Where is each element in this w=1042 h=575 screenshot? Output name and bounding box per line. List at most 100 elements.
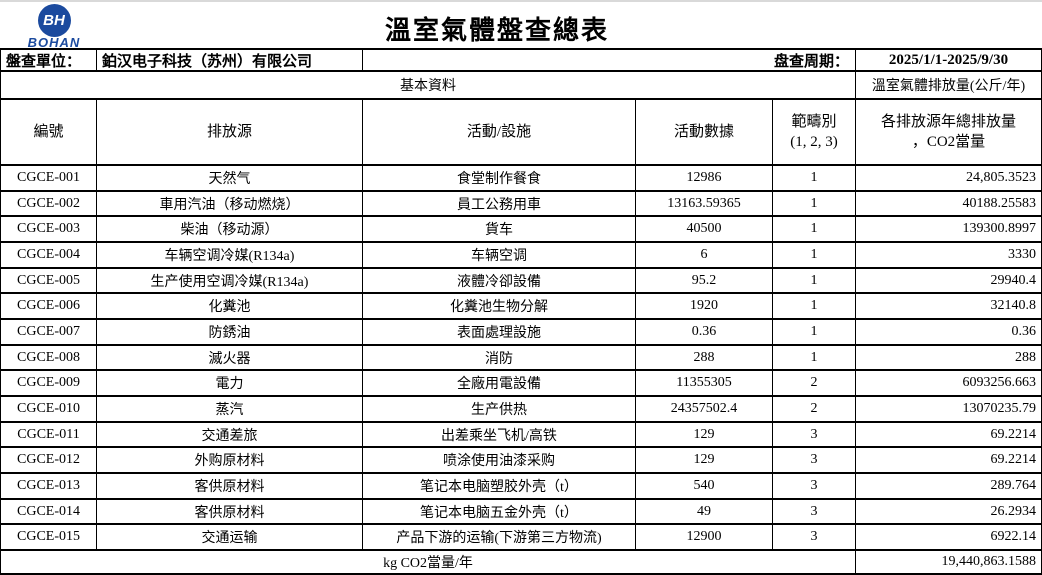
cell-scope: 2 (773, 371, 856, 396)
cell-total-emission: 6093256.663 (962, 375, 1037, 391)
cell-activity: 貨车 (363, 217, 636, 242)
cell-scope: 1 (773, 243, 856, 267)
cell-activity: 笔记本电脑塑胶外壳（t） (363, 474, 636, 498)
section-row: 基本資料 溫室氣體排放量(公斤/年) (1, 72, 1041, 100)
cell-scope: 1 (773, 217, 856, 242)
company-logo: BH BOHAN (14, 4, 94, 50)
cell-emission-source: 客供原材料 (97, 499, 363, 524)
cell-emission-source: 交通差旅 (97, 422, 363, 447)
cell-total-emission: 24,805.3523 (966, 169, 1036, 185)
cell-scope: 3 (773, 422, 856, 447)
col-header-total-line2: ，CO2當量 (911, 134, 986, 150)
cell-id: CGCE-006 (1, 294, 97, 319)
footer-unit-label: kg CO2當量/年 (1, 551, 856, 573)
inventory-table: 盤查單位： 鉑汉电子科技（苏州）有限公司 盘查周期： 2025/1/1-2025… (0, 48, 1042, 575)
col-header-scope: 範疇別 (1, 2, 3) (773, 100, 856, 164)
cell-activity: 产品下游的运输(下游第三方物流) (363, 525, 636, 550)
cell-activity-data: 1920 (636, 294, 773, 319)
cell-activity: 喷涂使用油漆采购 (363, 448, 636, 473)
cell-activity: 表面處理設施 (363, 320, 636, 344)
col-header-total-line1: 各排放源年總排放量 (880, 113, 1016, 130)
cell-activity: 笔记本电脑五金外壳（t） (363, 499, 636, 524)
table-row: CGCE-003 柴油（移动源） 貨车 40500 1 139300.8997 (1, 217, 1041, 244)
cell-total-emission: 40188.25583 (962, 195, 1037, 211)
period-value: 2025/1/1-2025/9/30 (888, 51, 1009, 68)
table-row: CGCE-001 天然气 食堂制作餐食 12986 1 24,805.3523 (1, 166, 1041, 192)
cell-activity: 液體冷卻設備 (363, 268, 636, 293)
unit-value: 鉑汉电子科技（苏州）有限公司 (97, 50, 363, 70)
cell-activity-data: 49 (636, 499, 773, 524)
cell-emission-source: 客供原材料 (97, 474, 363, 498)
table-row: CGCE-011 交通差旅 出差乘坐飞机/高铁 129 3 69.2214 (1, 422, 1041, 449)
cell-activity-data: 129 (636, 448, 773, 473)
cell-total-emission: 32140.8 (990, 298, 1037, 314)
table-row: CGCE-015 交通运输 产品下游的运输(下游第三方物流) 12900 3 6… (1, 525, 1041, 552)
cell-emission-source: 電力 (97, 371, 363, 396)
page-title: 溫室氣體盤查總表 (384, 16, 609, 45)
cell-scope: 1 (773, 320, 856, 344)
col-header-scope-line1: 範疇別 (791, 113, 837, 130)
table-row: CGCE-004 车辆空调冷媒(R134a) 车辆空调 6 1 3330 (1, 243, 1041, 269)
cell-activity-data: 12986 (636, 166, 773, 190)
cell-id: CGCE-012 (1, 448, 97, 473)
cell-total-emission: 29940.4 (990, 272, 1037, 288)
col-header-scope-line2: (1, 2, 3) (790, 134, 838, 150)
table-row: CGCE-009 電力 全廠用電設備 11355305 2 6093256.66… (1, 371, 1041, 398)
cell-total-emission: 69.2214 (990, 452, 1037, 468)
cell-activity-data: 6 (636, 243, 773, 267)
cell-scope: 1 (773, 345, 856, 370)
cell-emission-source: 化糞池 (97, 294, 363, 319)
table-row: CGCE-005 生产使用空调冷媒(R134a) 液體冷卻設備 95.2 1 2… (1, 268, 1041, 295)
cell-activity: 消防 (363, 345, 636, 370)
cell-activity: 车辆空调 (363, 243, 636, 267)
cell-id: CGCE-008 (1, 345, 97, 370)
top-divider (0, 0, 1042, 2)
table-row: CGCE-007 防銹油 表面處理設施 0.36 1 0.36 (1, 320, 1041, 346)
table-row: CGCE-002 車用汽油（移动燃烧） 員工公務用車 13163.59365 1… (1, 191, 1041, 218)
cell-activity-data: 13163.59365 (636, 191, 773, 216)
table-row: CGCE-014 客供原材料 笔记本电脑五金外壳（t） 49 3 26.2934 (1, 499, 1041, 526)
cell-total-emission: 6922.14 (990, 529, 1037, 545)
cell-activity: 出差乘坐飞机/高铁 (363, 422, 636, 447)
col-header-activity-data: 活動數據 (636, 100, 773, 164)
cell-scope: 1 (773, 268, 856, 293)
table-row: CGCE-012 外购原材料 喷涂使用油漆采购 129 3 69.2214 (1, 448, 1041, 475)
cell-activity-data: 11355305 (636, 371, 773, 396)
cell-id: CGCE-009 (1, 371, 97, 396)
cell-activity-data: 129 (636, 422, 773, 447)
table-row: CGCE-013 客供原材料 笔记本电脑塑胶外壳（t） 540 3 289.76… (1, 474, 1041, 500)
logo-bh-monogram-icon: BH (37, 4, 71, 37)
cell-activity-data: 12900 (636, 525, 773, 550)
footer-row: kg CO2當量/年 19,440,863.1588 (1, 551, 1041, 573)
column-header-row: 編號 排放源 活動/設施 活動數據 範疇別 (1, 2, 3) 各排放源年總排放… (1, 100, 1041, 166)
report-header: BH BOHAN 溫室氣體盤查總表 (0, 2, 1042, 50)
cell-emission-source: 車用汽油（移动燃烧） (97, 191, 363, 216)
col-header-source: 排放源 (97, 100, 363, 164)
cell-total-emission: 13070235.79 (962, 400, 1037, 416)
cell-scope: 1 (773, 191, 856, 216)
cell-id: CGCE-004 (1, 243, 97, 267)
emission-unit-label: 溫室氣體排放量(公斤/年) (871, 79, 1026, 94)
footer-total-value: 19,440,863.1588 (941, 554, 1037, 569)
cell-scope: 3 (773, 525, 856, 550)
cell-id: CGCE-001 (1, 166, 97, 190)
cell-emission-source: 车辆空调冷媒(R134a) (97, 243, 363, 267)
cell-total-emission: 289.764 (990, 477, 1037, 493)
cell-id: CGCE-010 (1, 397, 97, 421)
cell-activity-data: 0.36 (636, 320, 773, 344)
table-row: CGCE-008 滅火器 消防 288 1 288 (1, 345, 1041, 372)
logo-wordmark: BOHAN (27, 35, 81, 50)
cell-emission-source: 交通运输 (97, 525, 363, 550)
cell-activity-data: 24357502.4 (636, 397, 773, 421)
period-label: 盘查周期： (363, 50, 856, 70)
cell-scope: 3 (773, 474, 856, 498)
cell-total-emission: 69.2214 (990, 426, 1037, 442)
cell-id: CGCE-002 (1, 191, 97, 216)
table-row: CGCE-006 化糞池 化糞池生物分解 1920 1 32140.8 (1, 294, 1041, 321)
cell-activity: 化糞池生物分解 (363, 294, 636, 319)
cell-activity: 員工公務用車 (363, 191, 636, 216)
info-row: 盤查單位： 鉑汉电子科技（苏州）有限公司 盘查周期： 2025/1/1-2025… (1, 50, 1041, 72)
cell-id: CGCE-011 (1, 422, 97, 447)
cell-emission-source: 蒸汽 (97, 397, 363, 421)
cell-emission-source: 滅火器 (97, 345, 363, 370)
